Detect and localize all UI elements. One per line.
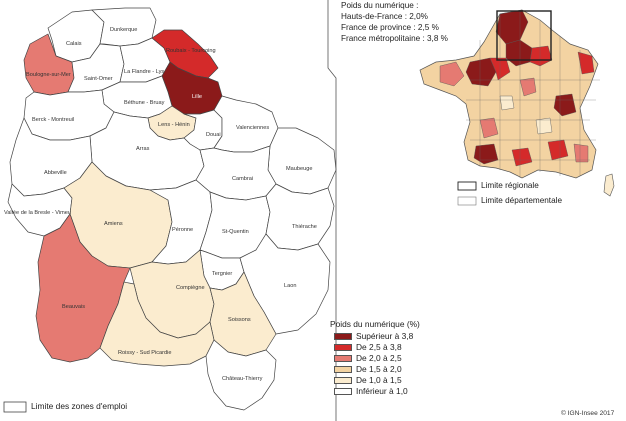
inset-legend-regional-swatch xyxy=(457,181,477,191)
legend-swatch xyxy=(334,343,352,351)
label-berck: Berck - Montreuil xyxy=(32,117,74,123)
label-flandre-lys: La Flandre - Lys xyxy=(124,69,164,75)
label-laon: Laon xyxy=(284,283,296,289)
legend-item: Inférieur à 1,0 xyxy=(334,386,408,396)
label-amiens: Amiens xyxy=(104,221,123,227)
inset-department-grid xyxy=(466,10,600,178)
zone-roissy[interactable] xyxy=(99,281,215,367)
label-boulogne: Boulogne-sur-Mer xyxy=(26,72,71,78)
employment-zones xyxy=(7,7,337,411)
inset-france-shape xyxy=(419,9,599,179)
inset-title: Poids du numérique : xyxy=(341,1,419,10)
zones-legend-label: Limite des zones d'emploi xyxy=(31,401,128,411)
label-thierache: Thiérache xyxy=(292,224,317,230)
zone-maubeuge[interactable] xyxy=(267,127,337,195)
zone-roubaix[interactable] xyxy=(151,29,219,79)
inset-line-hdf: Hauts-de-France : 2,0% xyxy=(341,12,428,21)
legend-swatch xyxy=(334,387,352,395)
label-soissons: Soissons xyxy=(228,317,251,323)
label-lille: Lille xyxy=(192,94,202,100)
legend-title: Poids du numérique (%) xyxy=(330,319,420,329)
inset-region-highlight xyxy=(496,10,552,61)
legend-label: De 2,0 à 2,5 xyxy=(356,353,402,363)
label-peronne: Péronne xyxy=(172,227,193,233)
label-beauvais: Beauvais xyxy=(62,304,85,310)
legend-item: Supérieur à 3,8 xyxy=(334,331,413,341)
zone-labels: Calais Dunkerque Boulogne-sur-Mer Saint-… xyxy=(4,27,317,382)
label-chateau-thierry: Château-Thierry xyxy=(222,376,263,382)
inset-border-line xyxy=(327,0,337,421)
legend-label: De 1,0 à 1,5 xyxy=(356,375,402,385)
label-maubeuge: Maubeuge xyxy=(286,166,312,172)
label-valenciennes: Valenciennes xyxy=(236,125,269,131)
label-vallee-bresle: Vallée de la Bresle - Vimeu xyxy=(4,210,71,216)
legend-swatch xyxy=(334,365,352,373)
corsica-shape xyxy=(603,173,615,197)
inset-line-province: France de province : 2,5 % xyxy=(341,23,439,32)
label-st-quentin: St-Quentin xyxy=(222,229,249,235)
inset-legend-regional-label: Limite régionale xyxy=(481,181,539,190)
label-abbeville: Abbeville xyxy=(44,170,67,176)
zone-chateau-thierry[interactable] xyxy=(205,339,277,411)
legend-swatch xyxy=(334,354,352,362)
label-lens: Lens - Hénin xyxy=(158,122,190,128)
legend-label: De 1,5 à 2,0 xyxy=(356,364,402,374)
legend-label: De 2,5 à 3,8 xyxy=(356,342,402,352)
label-compiegne: Compiègne xyxy=(176,285,205,291)
label-roissy: Roissy - Sud Picardie xyxy=(118,350,171,356)
legend-label: Supérieur à 3,8 xyxy=(356,331,414,341)
zone-thierache[interactable] xyxy=(265,183,335,251)
inset-shaded-departments xyxy=(439,9,595,167)
label-bethune: Béthune - Bruay xyxy=(124,100,165,106)
inset-france-map xyxy=(327,0,615,421)
inset-legend-departmental-swatch xyxy=(457,196,477,206)
label-cambrai: Cambrai xyxy=(232,176,253,182)
zones-legend-swatch xyxy=(3,401,27,413)
legend-swatch xyxy=(334,376,352,384)
label-arras: Arras xyxy=(136,146,150,152)
inset-line-metropole: France métropolitaine : 3,8 % xyxy=(341,34,448,43)
zone-valenciennes[interactable] xyxy=(213,95,279,153)
label-saint-omer: Saint-Omer xyxy=(84,76,113,82)
label-tergnier: Tergnier xyxy=(212,271,232,277)
legend-item: De 2,5 à 3,8 xyxy=(334,342,402,352)
legend-swatch xyxy=(334,332,352,340)
label-douai: Douai xyxy=(206,132,221,138)
legend-label: Inférieur à 1,0 xyxy=(356,386,408,396)
legend-item: De 2,0 à 2,5 xyxy=(334,353,402,363)
credit: © IGN-Insee 2017 xyxy=(561,410,615,417)
legend-item: De 1,0 à 1,5 xyxy=(334,375,402,385)
inset-legend-departmental-label: Limite départementale xyxy=(481,196,563,205)
label-dunkerque: Dunkerque xyxy=(110,27,137,33)
label-roubaix: Roubaix - Tourcoing xyxy=(166,48,216,54)
legend-item: De 1,5 à 2,0 xyxy=(334,364,402,374)
label-calais: Calais xyxy=(66,41,82,47)
